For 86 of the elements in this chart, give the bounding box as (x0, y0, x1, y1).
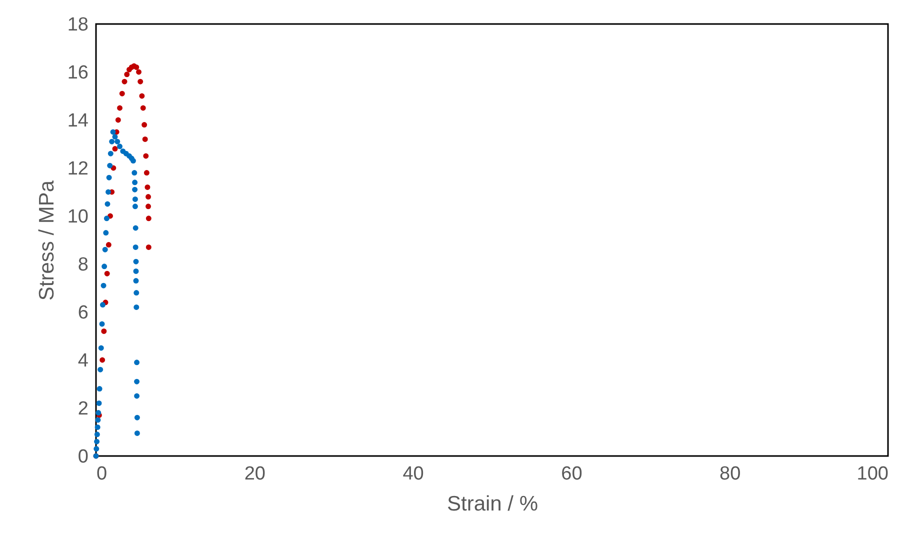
point (107, 162, 113, 168)
y-tick-label: 0 (78, 446, 88, 468)
point (102, 264, 108, 270)
point (110, 129, 116, 135)
point (132, 225, 138, 231)
point (106, 242, 112, 248)
point (114, 138, 120, 144)
point (96, 400, 102, 406)
y-axis-title: Stress / MPa (35, 180, 58, 301)
x-tick-label: 0 (96, 464, 108, 484)
y-tick-label: 14 (67, 110, 89, 132)
y-tick-label: 2 (78, 398, 88, 420)
point (117, 144, 122, 150)
point (140, 105, 146, 111)
point (104, 270, 110, 276)
point (101, 328, 107, 334)
point (134, 64, 140, 70)
point (104, 216, 110, 222)
point (132, 244, 138, 250)
x-tick-label: 20 (244, 464, 266, 484)
point (94, 438, 100, 444)
y-tick-label: 4 (78, 350, 89, 372)
x-tick-label: 40 (402, 464, 424, 484)
point (134, 378, 140, 384)
point (96, 386, 102, 392)
point (100, 357, 106, 363)
point (106, 189, 112, 195)
x-axis-title: Strain / % (446, 492, 538, 516)
point (143, 153, 149, 159)
point (122, 78, 128, 84)
point (100, 282, 106, 288)
x-tick-label: 100 (856, 464, 888, 484)
point (119, 90, 125, 96)
point (144, 170, 150, 176)
point (109, 138, 115, 144)
point (132, 170, 138, 176)
point (134, 304, 140, 310)
x-tick-label: 60 (561, 464, 582, 484)
point (138, 78, 144, 84)
point (134, 414, 140, 420)
point (112, 146, 118, 152)
point (134, 290, 140, 296)
point (98, 345, 104, 351)
point (94, 432, 100, 438)
point (132, 180, 138, 186)
point (112, 134, 118, 140)
point (94, 446, 100, 452)
point (134, 360, 140, 366)
point (100, 302, 106, 308)
point (132, 186, 138, 192)
point (134, 393, 140, 399)
point (139, 93, 145, 99)
point (136, 69, 142, 75)
point (102, 246, 108, 252)
point (133, 258, 139, 264)
point (144, 184, 150, 190)
point (98, 366, 104, 372)
point (130, 158, 136, 164)
point (142, 136, 148, 142)
x-tick-label: 80 (720, 464, 741, 484)
point (94, 424, 100, 430)
point (132, 204, 138, 210)
point (104, 201, 110, 207)
y-tick-label: 8 (78, 254, 88, 276)
point (134, 430, 140, 436)
point (146, 194, 152, 200)
y-tick-label: 6 (78, 302, 88, 324)
point (115, 117, 121, 123)
point (146, 244, 152, 250)
point (108, 150, 114, 156)
point (95, 417, 101, 423)
point (133, 278, 139, 284)
y-tick-label: 10 (67, 206, 88, 228)
point (146, 216, 152, 222)
point (142, 122, 148, 128)
point (103, 230, 109, 236)
point (146, 204, 152, 210)
y-tick-label: 12 (67, 158, 88, 180)
point (117, 105, 122, 111)
point (99, 321, 105, 327)
point (133, 268, 139, 274)
y-tick-label: 18 (67, 14, 88, 36)
point (106, 174, 112, 180)
y-tick-label: 16 (67, 62, 88, 84)
point (132, 196, 138, 202)
point (124, 72, 130, 78)
